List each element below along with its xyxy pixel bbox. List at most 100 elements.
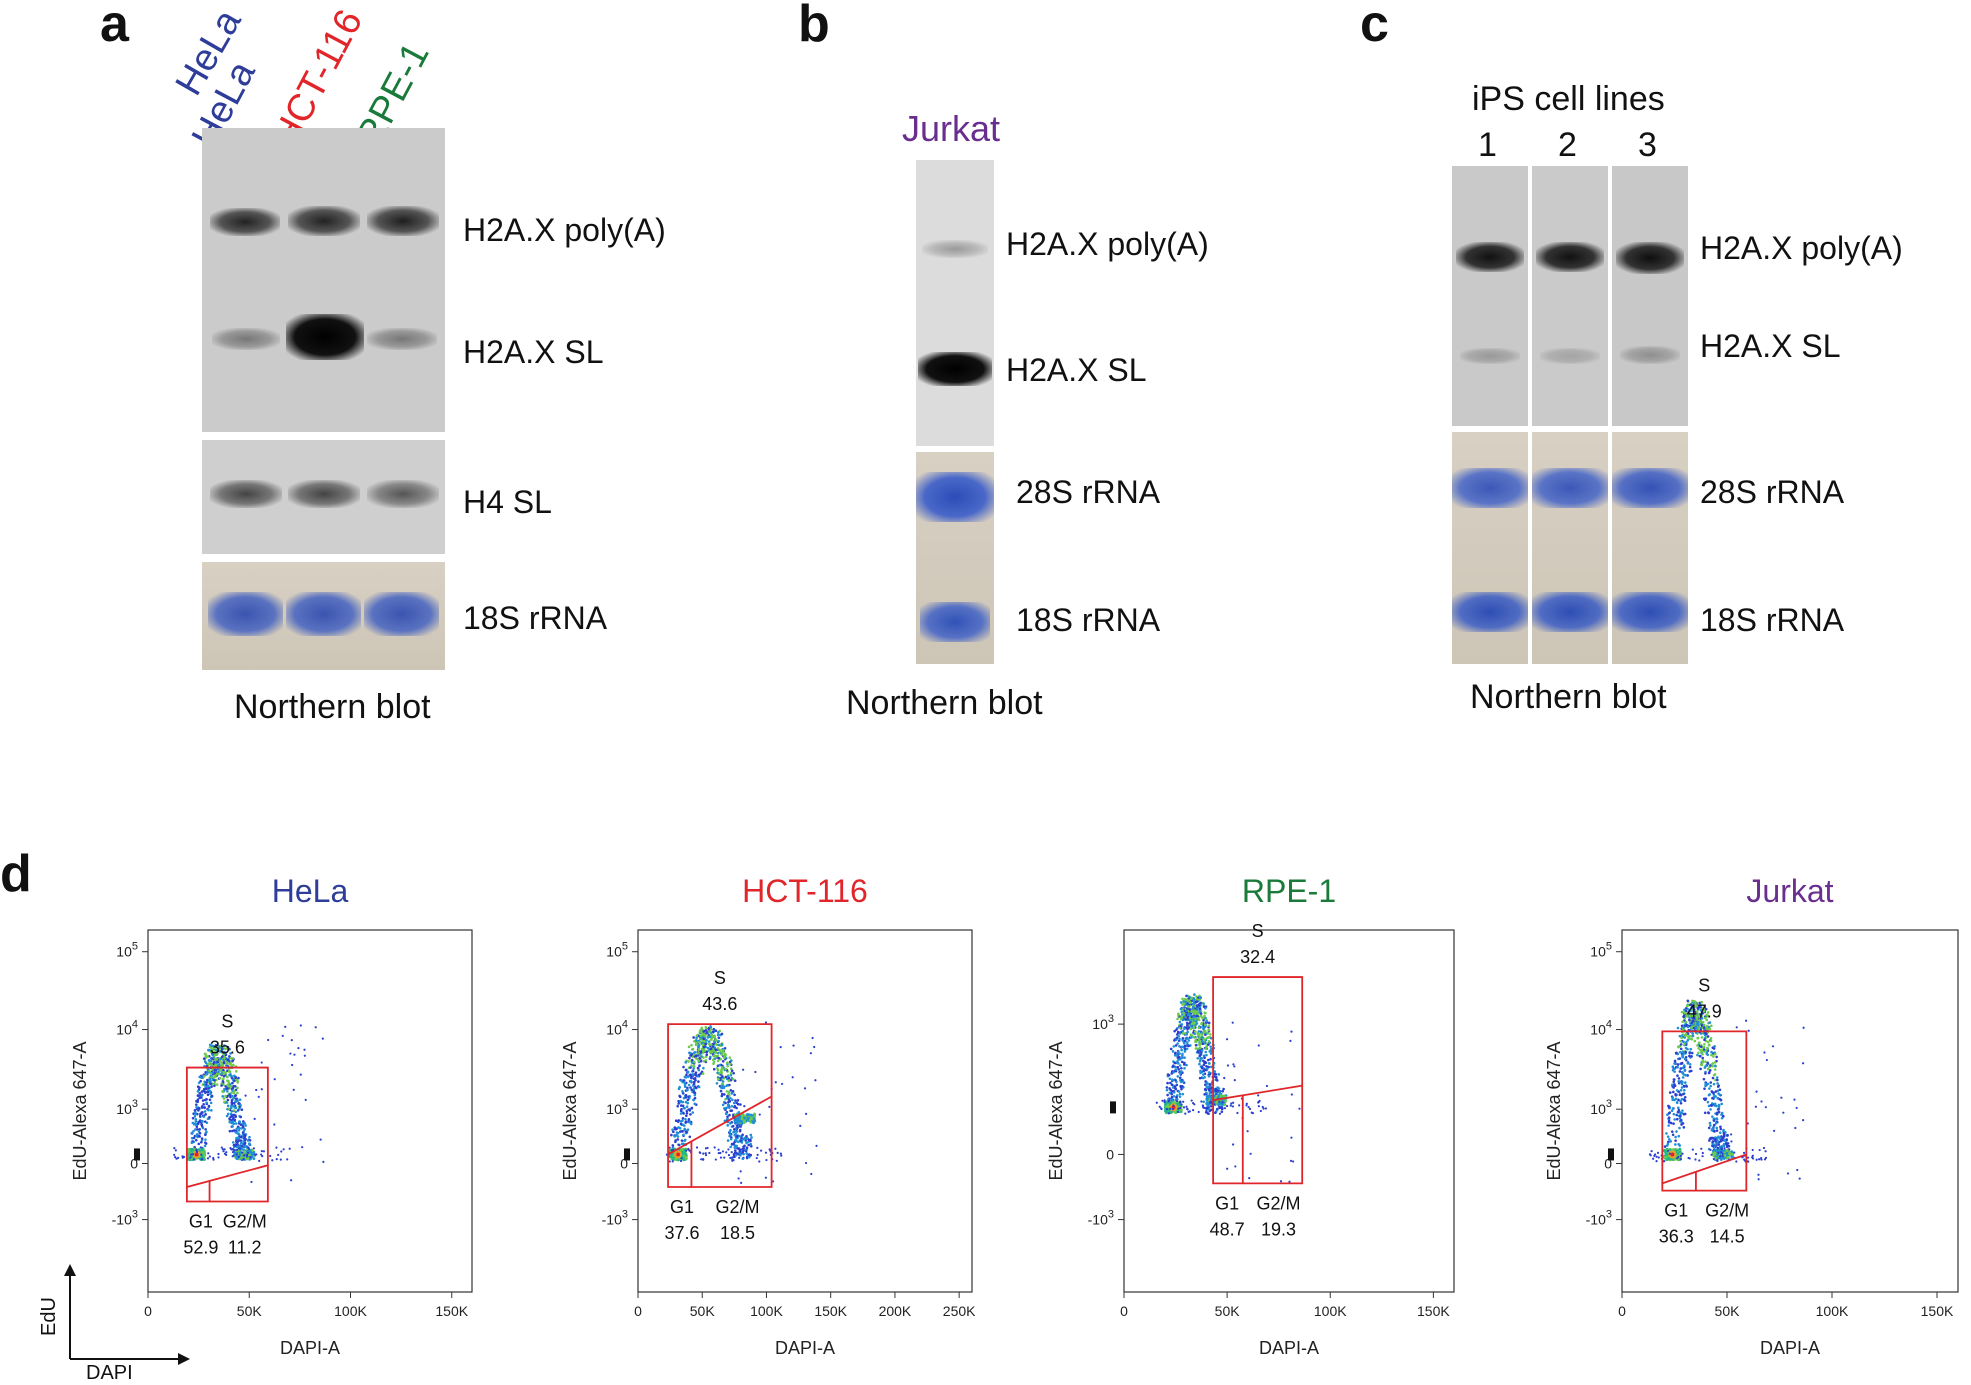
data-point <box>1731 1154 1734 1158</box>
data-point <box>740 1117 744 1121</box>
data-point <box>235 1152 239 1155</box>
data-point <box>770 1087 773 1090</box>
data-point <box>1167 1108 1171 1111</box>
data-point <box>314 1026 317 1029</box>
data-point <box>697 1046 701 1050</box>
data-point <box>1199 1057 1202 1060</box>
data-point <box>1712 1125 1715 1129</box>
data-point <box>1716 1150 1719 1154</box>
data-point <box>1167 1112 1170 1115</box>
data-point <box>1704 1084 1707 1088</box>
data-point <box>674 1119 678 1122</box>
data-point <box>1720 1145 1723 1148</box>
data-point <box>1189 1003 1192 1006</box>
data-point <box>200 1119 204 1123</box>
data-point <box>217 1057 220 1061</box>
data-point <box>1687 1035 1690 1038</box>
data-point <box>203 1060 207 1063</box>
data-point <box>1667 1156 1671 1160</box>
data-point <box>1695 1017 1699 1020</box>
data-point <box>1185 999 1189 1002</box>
data-point <box>735 1151 738 1154</box>
data-point <box>1720 1147 1723 1150</box>
data-point <box>1205 1032 1209 1035</box>
x-tick-label: 200K <box>879 1303 912 1319</box>
data-point <box>1177 1062 1180 1065</box>
data-point <box>1212 1099 1215 1103</box>
data-point <box>299 1024 302 1027</box>
data-point <box>1166 1093 1169 1097</box>
data-point <box>1712 1157 1715 1161</box>
data-point <box>699 1059 703 1063</box>
data-point <box>1712 1096 1716 1100</box>
data-point <box>1700 1026 1704 1030</box>
data-point <box>280 1150 283 1153</box>
data-point <box>697 1085 701 1089</box>
data-point <box>711 1030 715 1033</box>
data-point <box>1200 1031 1203 1034</box>
data-point <box>685 1109 689 1113</box>
data-point <box>1711 1076 1715 1080</box>
data-point <box>1725 1144 1729 1147</box>
data-point <box>1247 1106 1250 1109</box>
data-point <box>703 1040 706 1043</box>
data-point <box>1209 1047 1213 1051</box>
data-point <box>1165 1107 1169 1111</box>
data-point <box>684 1157 688 1161</box>
data-point <box>730 1092 734 1095</box>
data-point <box>1728 1151 1731 1155</box>
legend-y-label: EdU <box>38 1297 60 1336</box>
data-point <box>704 1060 708 1064</box>
data-point <box>1667 1150 1671 1154</box>
data-point <box>1672 1107 1675 1110</box>
data-point <box>1174 1108 1177 1111</box>
data-point <box>1717 1152 1721 1156</box>
data-point <box>1712 1119 1716 1122</box>
data-point <box>1699 1020 1702 1024</box>
data-point <box>1714 1144 1718 1147</box>
data-point <box>289 1179 293 1182</box>
data-point <box>1706 1047 1710 1050</box>
data-point <box>1209 1100 1212 1103</box>
data-point <box>672 1153 676 1157</box>
data-point <box>220 1057 223 1061</box>
data-point <box>723 1046 727 1050</box>
data-point <box>1721 1152 1724 1155</box>
data-point <box>734 1135 738 1139</box>
data-point <box>1682 1015 1685 1019</box>
data-point <box>1677 1143 1680 1146</box>
data-point <box>222 1074 226 1078</box>
data-point <box>1204 1088 1208 1092</box>
data-point <box>1703 1111 1707 1115</box>
data-point <box>1168 1107 1172 1111</box>
data-point <box>752 1117 756 1121</box>
data-point <box>188 1154 192 1158</box>
data-point <box>1702 1008 1706 1012</box>
data-point <box>1214 1096 1217 1100</box>
data-point <box>699 1057 703 1061</box>
data-point <box>200 1075 204 1079</box>
data-point <box>200 1157 204 1161</box>
data-point <box>1195 997 1198 1001</box>
data-point <box>1187 1012 1191 1016</box>
data-point <box>193 1134 197 1138</box>
data-point <box>671 1160 674 1163</box>
data-point <box>696 1074 700 1078</box>
data-point <box>1216 1089 1219 1092</box>
data-point <box>1720 1111 1724 1115</box>
data-point <box>239 1139 243 1142</box>
data-point <box>697 1060 701 1064</box>
data-point <box>1202 1068 1206 1071</box>
data-point <box>1694 1158 1697 1161</box>
data-point <box>240 1156 244 1160</box>
data-point <box>1687 1029 1691 1033</box>
data-point <box>1682 1092 1686 1095</box>
data-point <box>676 1104 680 1108</box>
data-point <box>1212 1056 1216 1060</box>
data-point <box>1178 1020 1182 1024</box>
y-tick-label: 105 <box>1590 941 1612 960</box>
data-point <box>738 1150 742 1154</box>
data-point <box>733 1079 737 1083</box>
data-point <box>239 1157 243 1160</box>
data-point <box>1706 1067 1710 1071</box>
